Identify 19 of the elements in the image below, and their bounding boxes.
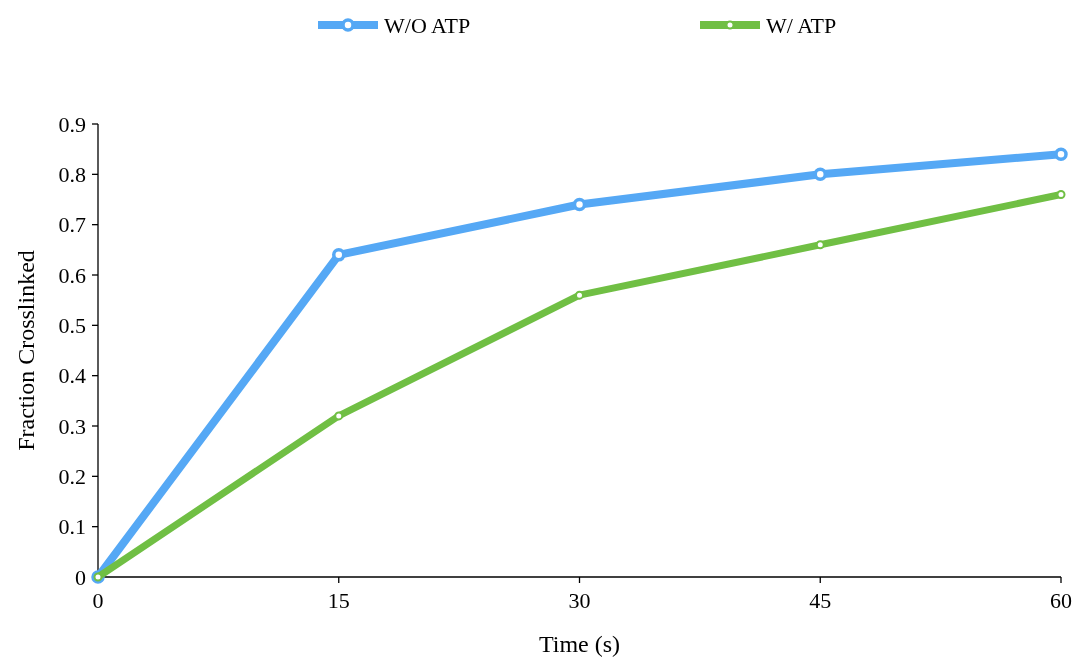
y-tick-label: 0.9 — [58, 111, 86, 137]
y-tick-label: 0.3 — [58, 413, 86, 439]
y-tick-label: 0.6 — [58, 262, 86, 288]
x-tick-label: 15 — [327, 588, 350, 613]
legend-label: W/ ATP — [766, 12, 837, 38]
y-tick-label: 0.7 — [58, 212, 86, 238]
y-tick-label: 0.1 — [58, 514, 86, 540]
y-tick-label: 0.8 — [58, 162, 86, 188]
x-tick-label: 45 — [809, 588, 832, 613]
y-tick-label: 0 — [75, 564, 86, 590]
y-tick-label: 0.5 — [58, 313, 86, 339]
y-tick-label: 0.4 — [58, 363, 86, 389]
y-tick-label: 0.2 — [58, 464, 86, 490]
y-axis-title: Fraction Crosslinked — [13, 250, 39, 451]
x-tick-label: 60 — [1050, 588, 1072, 613]
legend-label: W/O ATP — [384, 12, 471, 38]
x-tick-label: 0 — [92, 588, 104, 613]
x-axis-title: Time (s) — [538, 631, 621, 657]
x-tick-label: 30 — [568, 588, 591, 613]
